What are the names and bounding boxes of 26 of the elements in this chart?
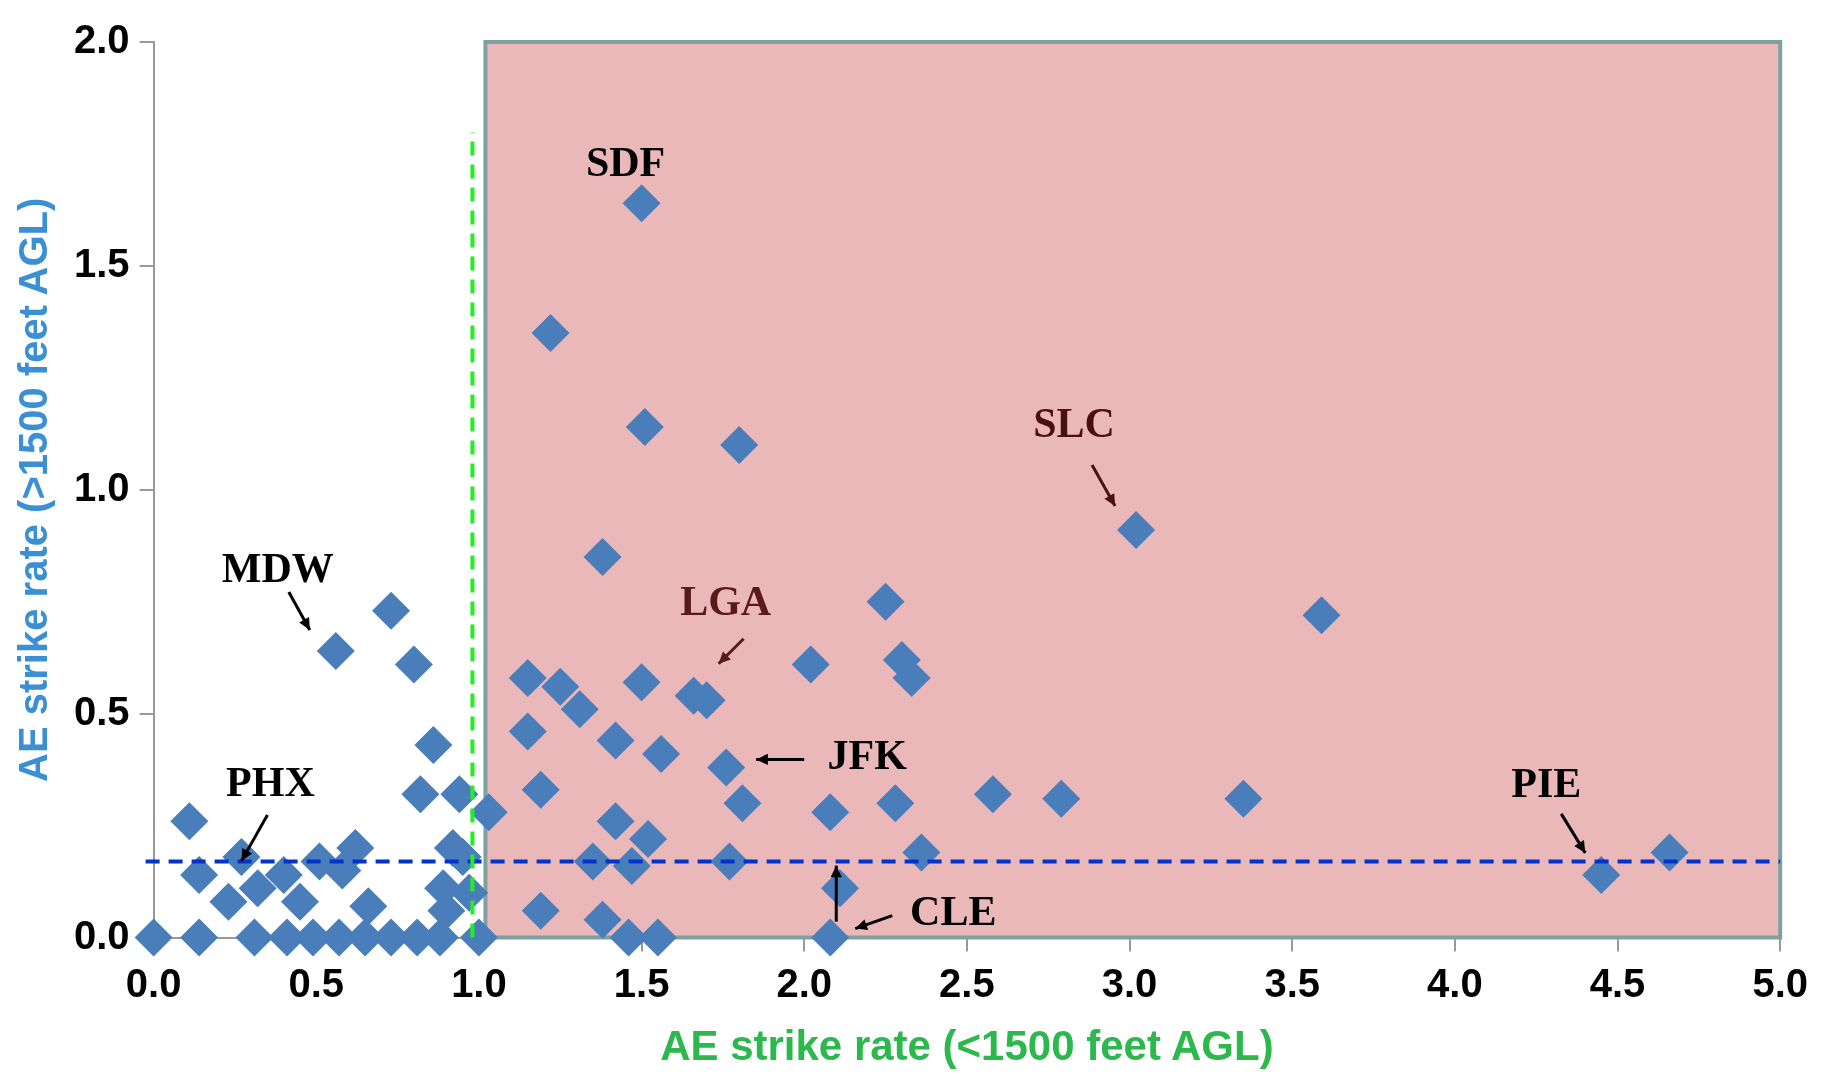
x-tick-label: 0.0 [125,960,182,1005]
x-tick-label: 2.0 [776,960,833,1005]
x-tick-label: 3.5 [1264,960,1321,1005]
y-tick-label: 2.0 [74,17,130,62]
x-axis-title: AE strike rate (<1500 feet AGL) [660,1022,1274,1070]
annotation: MDW [221,544,334,591]
annotation: PHX [226,758,315,805]
x-tick-label: 1.0 [451,960,507,1005]
y-tick-label: 0.5 [74,688,130,733]
x-tick-label: 4.5 [1589,960,1646,1005]
x-tick-label: 5.0 [1752,960,1808,1005]
y-tick-label: 1.5 [74,240,130,285]
y-tick-label: 1.0 [74,464,130,509]
annotation: JFK [827,732,908,779]
y-tick-label: 0.0 [74,912,130,957]
annotation: LGA [680,577,772,624]
y-axis-title: AE strike rate (>1500 feet AGL) [11,197,56,782]
annotation: SDF [585,139,666,186]
x-tick-label: 4.0 [1427,960,1483,1005]
annotation: CLE [910,888,997,935]
x-tick-label: 1.5 [613,960,670,1005]
annotation: SLC [1033,399,1115,446]
x-tick-label: 0.5 [288,960,345,1005]
x-tick-label: 3.0 [1101,960,1158,1005]
annotation: PIE [1511,759,1582,806]
x-tick-label: 2.5 [939,960,995,1005]
